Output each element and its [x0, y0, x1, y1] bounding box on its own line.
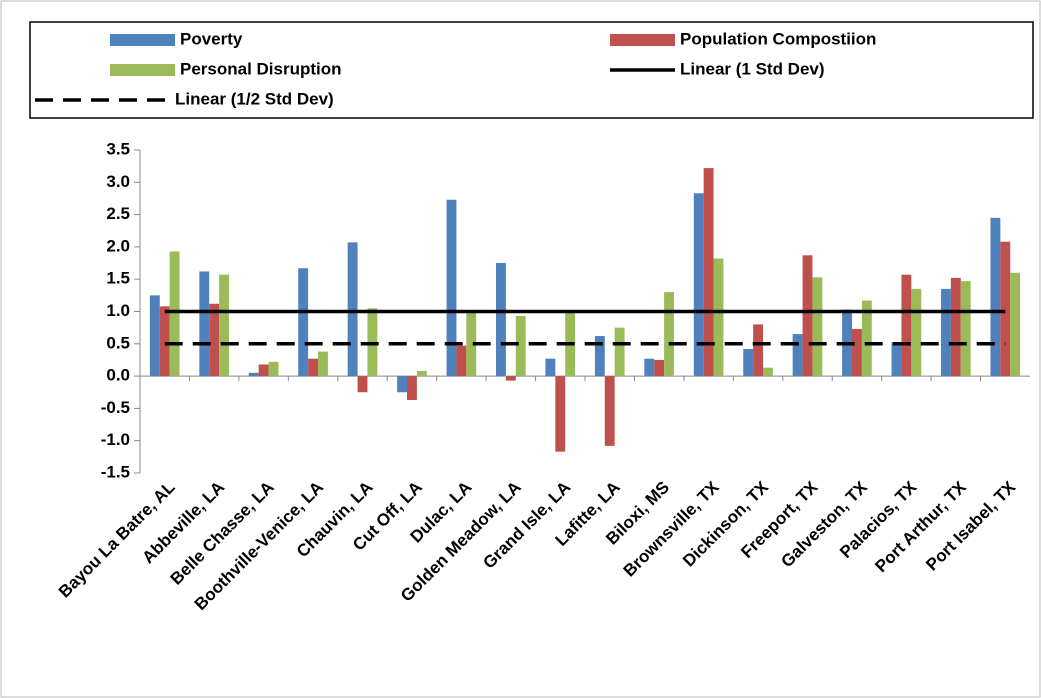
bar [169, 251, 180, 377]
bar [743, 348, 754, 377]
y-tick-label: 0.5 [106, 333, 130, 352]
bar [318, 351, 328, 377]
bar [357, 376, 368, 393]
y-tick-label: 2.0 [106, 236, 130, 255]
bar [407, 376, 417, 401]
y-tick-label: 2.5 [106, 204, 130, 223]
bar [397, 376, 407, 393]
bar [555, 376, 566, 452]
bar [911, 288, 922, 377]
legend-label: Linear (1 Std Dev) [680, 59, 825, 78]
bar [703, 168, 714, 377]
bar [654, 359, 665, 377]
y-tick-label: 1.0 [106, 301, 130, 320]
bar [159, 306, 170, 377]
bar [505, 376, 516, 381]
y-tick-label: 1.5 [106, 269, 130, 288]
bar [258, 364, 269, 377]
bar [693, 193, 704, 377]
legend-swatch [110, 64, 175, 76]
bar [545, 358, 556, 377]
bar [456, 345, 467, 377]
legend-label: Poverty [180, 29, 243, 48]
bar [901, 274, 912, 377]
bar [515, 316, 526, 377]
bar [308, 358, 318, 377]
bar [149, 295, 160, 377]
bar [614, 327, 625, 377]
bar [990, 217, 1001, 377]
bar [1010, 272, 1021, 377]
bar [209, 303, 220, 377]
bar [852, 328, 862, 377]
bar [950, 277, 961, 377]
y-tick-label: 3.0 [106, 172, 130, 191]
bar [594, 336, 605, 377]
bar [248, 372, 259, 377]
bar [644, 358, 655, 377]
bar [812, 277, 823, 377]
bar [298, 268, 309, 377]
bar [268, 361, 279, 377]
bar [347, 242, 358, 377]
bar [763, 367, 773, 377]
y-tick-label: -1.5 [101, 462, 130, 481]
bar [1000, 241, 1011, 377]
y-tick-label: -1.0 [101, 430, 130, 449]
bar [416, 370, 427, 377]
legend-label: Linear (1/2 Std Dev) [175, 89, 334, 108]
legend-swatch [610, 34, 675, 46]
bar [713, 258, 724, 377]
bar [664, 292, 674, 377]
bar [792, 334, 803, 377]
bar [219, 274, 229, 377]
y-tick-label: 0.0 [106, 366, 130, 385]
y-tick-label: 3.5 [106, 139, 130, 158]
bar [496, 263, 506, 377]
bar [861, 300, 872, 377]
y-tick-label: -0.5 [101, 398, 130, 417]
bar [960, 281, 971, 377]
bar [802, 255, 813, 377]
bar [199, 271, 210, 377]
bar [446, 199, 457, 377]
bar [604, 376, 615, 446]
legend-label: Population Compostiion [680, 29, 876, 48]
bar [941, 288, 951, 377]
legend-label: Personal Disruption [180, 59, 342, 78]
bar [753, 324, 763, 377]
legend-box [29, 21, 1034, 119]
legend-swatch [110, 34, 175, 46]
bar [891, 342, 902, 377]
bar [466, 311, 477, 377]
